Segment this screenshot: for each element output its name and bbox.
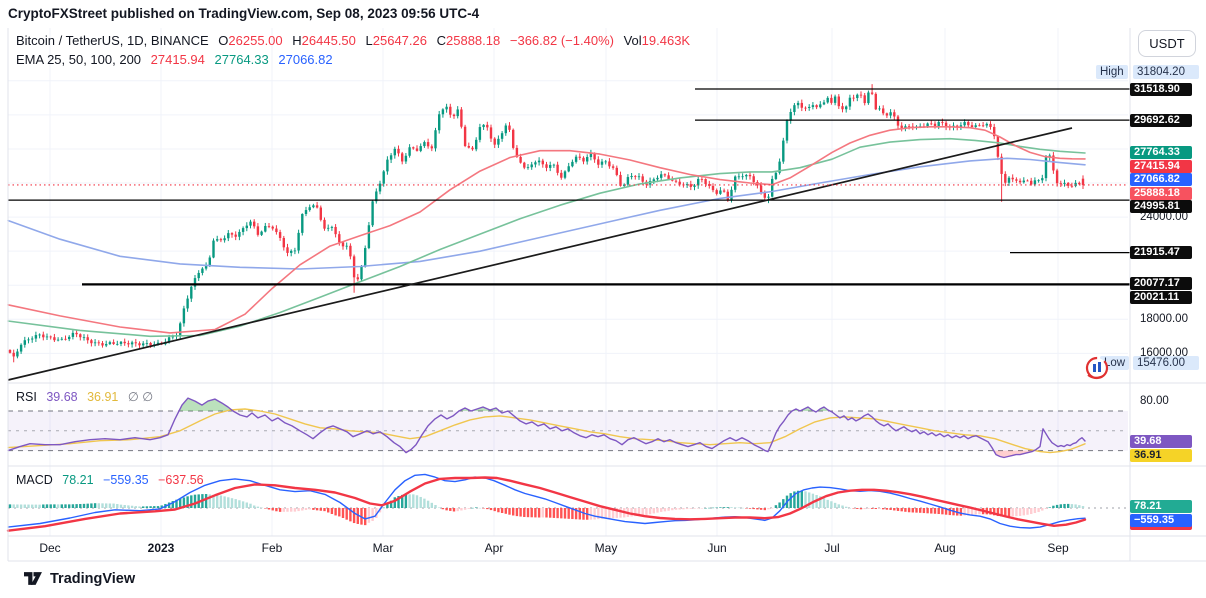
volume-label: Vol	[623, 33, 642, 48]
price-badge: 29692.62	[1130, 113, 1192, 127]
open-value: 26255.00	[228, 33, 283, 48]
high-marker-label: High	[1096, 65, 1128, 79]
price-badge: 27764.33	[1130, 146, 1192, 160]
macd-hist-value: 78.21	[62, 473, 94, 487]
price-badge: 25888.18	[1130, 186, 1192, 200]
macd-badge: 78.21	[1130, 500, 1192, 514]
macd-legend-row[interactable]: MACD 78.21 −559.35 −637.56	[16, 473, 204, 487]
tradingview-mark-icon	[24, 572, 42, 585]
rsi-badge: 36.91	[1130, 448, 1192, 462]
time-axis-label: Mar	[372, 541, 394, 555]
rsi-label: RSI	[16, 390, 37, 404]
tradingview-logo[interactable]: TradingView	[24, 570, 135, 587]
rsi-badge: 39.68	[1130, 434, 1192, 448]
price-badge: 27415.94	[1130, 159, 1192, 173]
change-value: −366.82 (−1.40%)	[509, 33, 614, 48]
price-badge: 20077.17	[1130, 277, 1192, 291]
rsi-axis-label: 80.00	[1140, 395, 1169, 408]
time-axis-label: Sep	[1047, 541, 1069, 555]
symbol-legend-row[interactable]: Bitcoin / TetherUS, 1D, BINANCE O26255.0…	[16, 33, 690, 48]
rsi-legend-row[interactable]: RSI 39.68 36.91 ∅ ∅	[16, 389, 153, 404]
price-axis-label: 18000.00	[1140, 313, 1188, 326]
open-label: O	[218, 33, 229, 48]
price-badge: 20021.11	[1130, 290, 1192, 304]
rsi-value: 39.68	[46, 390, 78, 404]
time-axis-label: Jun	[707, 541, 727, 555]
macd-label: MACD	[16, 473, 53, 487]
symbol-title: Bitcoin / TetherUS, 1D, BINANCE	[16, 33, 209, 48]
time-axis-label: Dec	[39, 541, 61, 555]
volume-value: 19.463K	[641, 33, 691, 48]
time-axis-label: May	[594, 541, 618, 555]
price-badge: 24995.81	[1130, 200, 1192, 214]
low-marker-value: 15476.00	[1133, 356, 1199, 370]
close-label: C	[436, 33, 447, 48]
low-value: 25647.26	[372, 33, 427, 48]
currency-usdt-button[interactable]: USDT	[1138, 30, 1196, 57]
tradingview-wordmark: TradingView	[50, 570, 136, 587]
low-label: L	[365, 33, 373, 48]
published-header: CryptoFXStreet published on TradingView.…	[8, 6, 480, 21]
time-axis-label: Apr	[484, 541, 504, 555]
time-axis-label: Aug	[934, 541, 956, 555]
rsi-ma-value: 36.91	[87, 390, 119, 404]
ema-label: EMA 25, 50, 100, 200	[16, 52, 142, 67]
price-badge: 27066.82	[1130, 173, 1192, 187]
fxstreet-logo	[1085, 356, 1109, 380]
macd-badge: −559.35	[1130, 514, 1192, 528]
high-value: 26445.50	[301, 33, 356, 48]
ema-red-value: 27415.94	[150, 52, 205, 67]
time-axis-label: Feb	[261, 541, 283, 555]
time-axis-label: 2023	[147, 541, 175, 555]
price-axis-label: 24000.00	[1140, 211, 1188, 224]
close-value: 25888.18	[446, 33, 501, 48]
time-axis-label: Jul	[824, 541, 840, 555]
rsi-empty-values: ∅ ∅	[127, 390, 154, 404]
ema-blue-value: 27066.82	[278, 52, 333, 67]
high-marker-value: 31804.20	[1133, 65, 1199, 79]
high-label: H	[292, 33, 302, 48]
ema-legend-row[interactable]: EMA 25, 50, 100, 200 27415.94 27764.33 2…	[16, 52, 333, 67]
macd-signal-value: −637.56	[158, 473, 204, 487]
price-axis-label: 16000.00	[1140, 347, 1188, 360]
ema-green-value: 27764.33	[214, 52, 269, 67]
macd-line-value: −559.35	[103, 473, 149, 487]
price-badge: 21915.47	[1130, 246, 1192, 260]
price-badge: 31518.90	[1130, 82, 1192, 96]
